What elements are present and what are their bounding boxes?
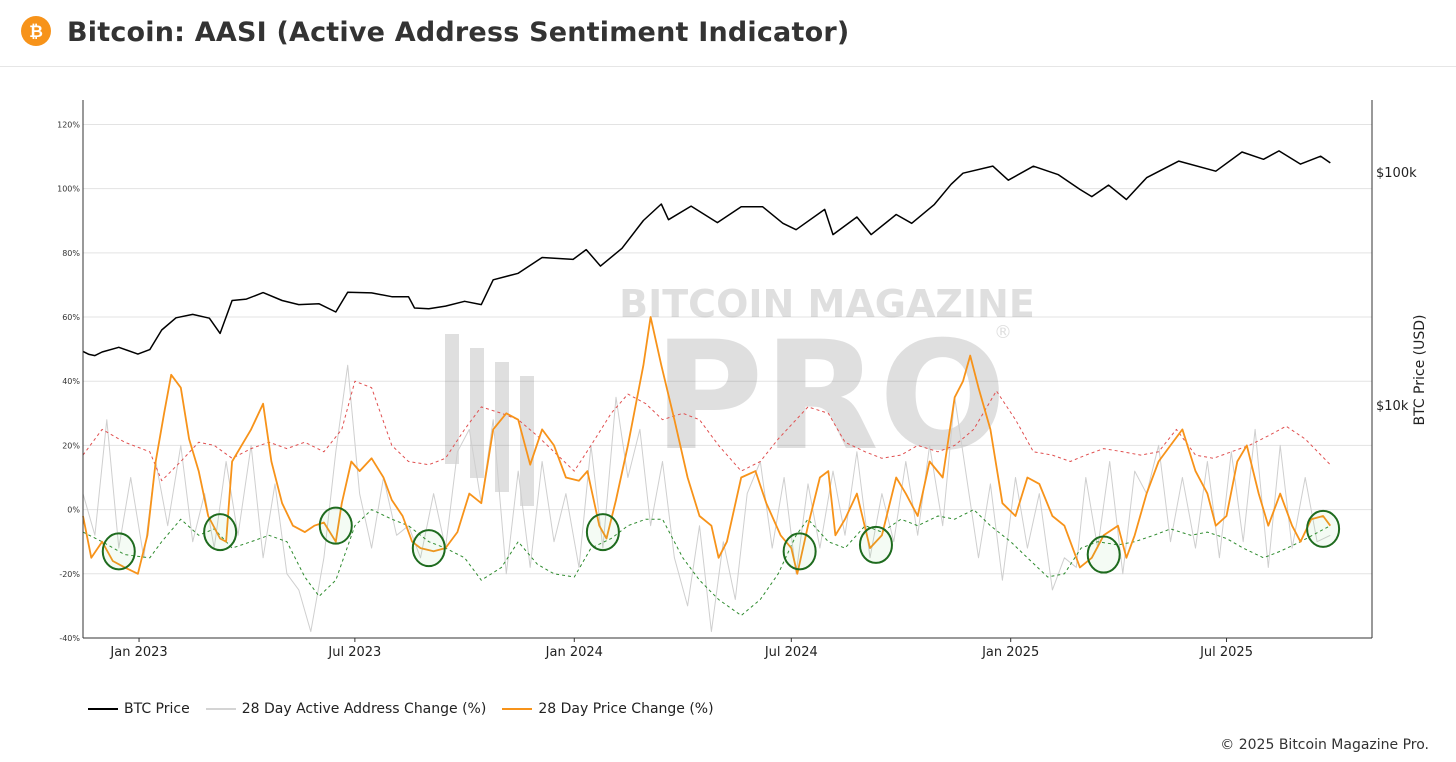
x-tick-label: Jul 2023: [327, 645, 381, 660]
series-btc-price: [82, 150, 1331, 357]
legend-item-price-change[interactable]: 28 Day Price Change (%): [502, 701, 714, 717]
y-tick-label: 0%: [67, 506, 80, 515]
series-lower-band: [82, 509, 1331, 616]
highlight-circle: [1306, 509, 1341, 548]
watermark-mark: ®: [994, 322, 1012, 343]
y-tick-label: 40%: [62, 377, 80, 386]
watermark-bar: [470, 348, 484, 478]
watermark-bar: [495, 362, 509, 492]
watermark-bar: [445, 334, 459, 464]
highlight-circle: [318, 506, 353, 545]
page-header: ₿ Bitcoin: AASI (Active Address Sentimen…: [0, 0, 1456, 67]
legend-swatch-active-address: [205, 708, 236, 710]
y-tick-label: 80%: [62, 249, 80, 258]
legend-item-btc-price[interactable]: BTC Price: [88, 701, 190, 717]
page-title: Bitcoin: AASI (Active Address Sentiment …: [67, 17, 850, 48]
highlight-circles: [101, 506, 1341, 574]
highlight-circle: [585, 513, 620, 552]
legend-item-active-address[interactable]: 28 Day Active Address Change (%): [205, 701, 487, 717]
legend-label-btc-price: BTC Price: [124, 701, 190, 717]
watermark-line1: BITCOIN MAGAZINE: [619, 282, 1035, 326]
highlight-circle: [1086, 535, 1121, 574]
right-tick-label: $10k: [1376, 399, 1409, 414]
copyright-footer: © 2025 Bitcoin Magazine Pro.: [1220, 737, 1429, 753]
svg-text:₿: ₿: [29, 22, 43, 42]
legend-label-price-change: 28 Day Price Change (%): [538, 701, 714, 717]
y-tick-label: 60%: [62, 313, 80, 322]
bitcoin-logo-icon: ₿: [21, 16, 51, 46]
y-tick-label: 100%: [57, 185, 80, 194]
highlight-circle: [101, 532, 136, 571]
y-tick-label: 20%: [62, 441, 80, 450]
highlight-circle: [411, 529, 446, 568]
y-tick-label: -20%: [59, 570, 80, 579]
watermark-bars-icon: [445, 334, 534, 506]
y-tick-label: -40%: [59, 634, 80, 643]
x-tick-label: Jul 2025: [1199, 645, 1253, 660]
legend-swatch-price-change: [502, 708, 533, 710]
watermark-line2: PRO: [654, 310, 1007, 484]
series-price-change: [82, 316, 1332, 575]
highlight-circle: [782, 532, 817, 571]
highlight-circle: [203, 513, 238, 552]
highlight-circle: [858, 525, 893, 564]
legend-swatch-btc-price: [88, 708, 118, 710]
x-tick-label: Jan 2025: [981, 645, 1039, 660]
y-tick-label: 120%: [57, 120, 80, 129]
x-tick-label: Jan 2023: [109, 645, 167, 660]
right-tick-label: $100k: [1376, 166, 1417, 181]
legend-label-active-address: 28 Day Active Address Change (%): [241, 701, 487, 717]
series-upper-band: [82, 380, 1331, 482]
watermark-bar: [520, 376, 534, 506]
chart-legend: BTC Price 28 Day Active Address Change (…: [88, 698, 730, 720]
x-tick-label: Jan 2024: [545, 645, 603, 660]
right-axis-label: BTC Price (USD): [1412, 314, 1428, 425]
x-tick-label: Jul 2024: [764, 645, 818, 660]
aasi-chart: 120% 100% 80% 60% 40% 20% 0% -20% -40% Jan 2023 Ju…: [57, 100, 1428, 660]
